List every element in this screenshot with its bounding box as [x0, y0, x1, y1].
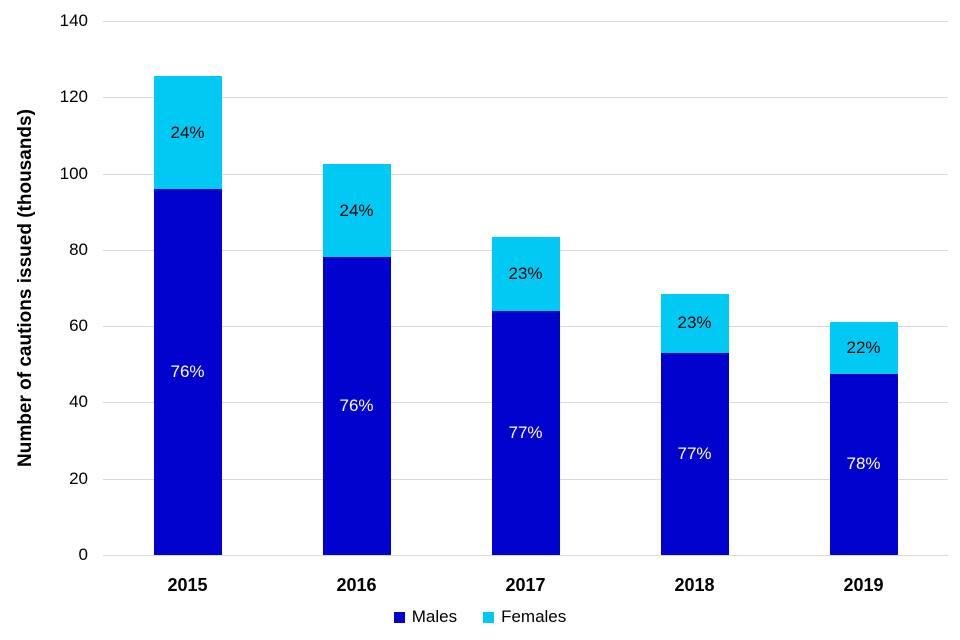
- bar-segment-females-2018: 23%: [660, 293, 729, 353]
- y-tick-label: 20: [69, 468, 88, 488]
- segment-percentage-label: 22%: [846, 338, 881, 358]
- gridline-y-100: [103, 173, 948, 175]
- legend-swatch-males-icon: [393, 611, 405, 623]
- segment-percentage-label: 78%: [846, 454, 881, 474]
- legend-item-males: Males: [393, 607, 458, 627]
- segment-percentage-label: 23%: [677, 313, 712, 333]
- segment-percentage-label: 76%: [170, 361, 205, 381]
- legend-label-males: Males: [411, 607, 458, 626]
- legend-label-females: Females: [501, 607, 567, 626]
- x-axis-label-2015: 2015: [167, 575, 208, 595]
- bar-segment-males-2016: 76%: [322, 257, 391, 555]
- gridline-y-140: [103, 21, 948, 22]
- y-tick-label: 60: [69, 316, 88, 336]
- legend-swatch-females-icon: [483, 611, 495, 623]
- segment-percentage-label: 77%: [677, 443, 712, 463]
- bar-segment-females-2017: 23%: [491, 236, 560, 311]
- legend: Males Females: [0, 604, 960, 630]
- y-tick-label: 140: [59, 11, 88, 30]
- segment-percentage-label: 23%: [508, 263, 543, 283]
- bar-segment-males-2018: 77%: [660, 352, 729, 555]
- y-tick-label: 120: [59, 87, 88, 107]
- y-tick-label: 100: [59, 163, 88, 183]
- x-axis-label-2017: 2017: [505, 575, 546, 595]
- bar-segment-males-2017: 77%: [491, 310, 560, 555]
- bar-segment-males-2019: 78%: [829, 373, 898, 555]
- x-axis-label-2019: 2019: [843, 575, 884, 595]
- y-tick-label: 40: [69, 392, 88, 412]
- x-axis-label-2018: 2018: [674, 575, 715, 595]
- gridline-y-0: [103, 555, 948, 556]
- segment-percentage-label: 76%: [339, 396, 374, 416]
- gridline-y-120: [103, 97, 948, 99]
- bar-segment-females-2019: 22%: [829, 322, 898, 374]
- segment-percentage-label: 24%: [170, 122, 205, 142]
- y-tick-label: 80: [69, 239, 88, 259]
- bar-segment-females-2015: 24%: [153, 76, 222, 189]
- x-axis-label-2016: 2016: [336, 575, 377, 595]
- legend-item-females: Females: [483, 607, 566, 627]
- bar-segment-males-2015: 76%: [153, 188, 222, 555]
- bar-segment-females-2016: 24%: [322, 164, 391, 258]
- segment-percentage-label: 77%: [508, 422, 543, 442]
- segment-percentage-label: 24%: [339, 200, 374, 220]
- y-tick-label: 0: [78, 545, 88, 564]
